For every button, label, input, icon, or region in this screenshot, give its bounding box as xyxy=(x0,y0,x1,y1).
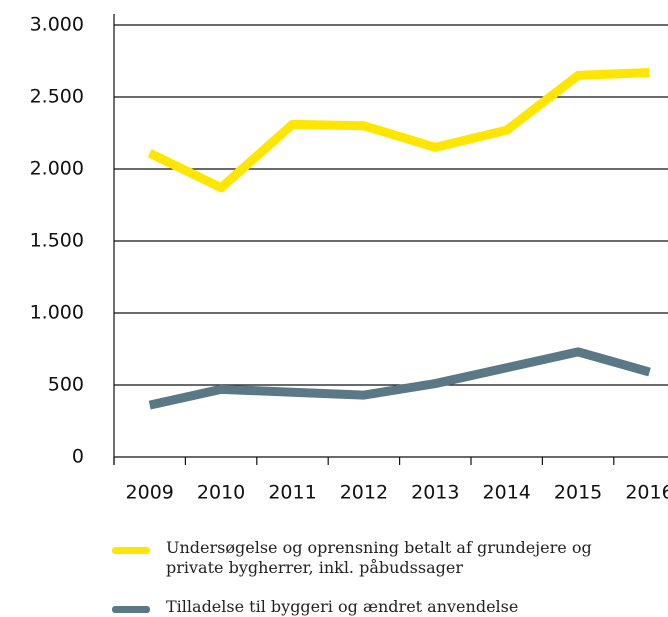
x-tick-label: 2016 xyxy=(625,482,668,504)
y-tick-label: 3.000 xyxy=(30,14,84,36)
series-line xyxy=(147,68,650,193)
legend-label: Tilladelse til byggeri og ændret anvende… xyxy=(166,597,519,616)
x-tick-label: 2010 xyxy=(197,482,245,504)
y-tick-label: 1.000 xyxy=(30,302,84,324)
legend-item: Tilladelse til byggeri og ændret anvende… xyxy=(112,597,652,617)
legend-label: Undersøgelse og oprensning betalt af gru… xyxy=(166,538,592,577)
legend-item: Undersøgelse og oprensning betalt af gru… xyxy=(112,538,652,578)
series-line xyxy=(148,347,651,410)
x-tick-label: 2012 xyxy=(340,482,388,504)
y-tick-label: 2.000 xyxy=(30,158,84,180)
y-tick-label: 2.500 xyxy=(30,86,84,108)
x-tick-label: 2013 xyxy=(411,482,459,504)
x-tick-label: 2014 xyxy=(483,482,531,504)
x-tick-label: 2015 xyxy=(554,482,602,504)
x-tick-label: 2009 xyxy=(126,482,174,504)
legend-swatch xyxy=(112,547,150,554)
y-tick-label: 0 xyxy=(72,446,84,468)
chart: 0 500 1.000 1.500 2.000 2.500 3.000 2009 2010 201… xyxy=(30,14,668,504)
x-tick-label: 2011 xyxy=(268,482,316,504)
y-tick-label: 1.500 xyxy=(30,230,84,252)
y-tick-label: 500 xyxy=(48,374,84,396)
legend-swatch xyxy=(112,606,150,613)
